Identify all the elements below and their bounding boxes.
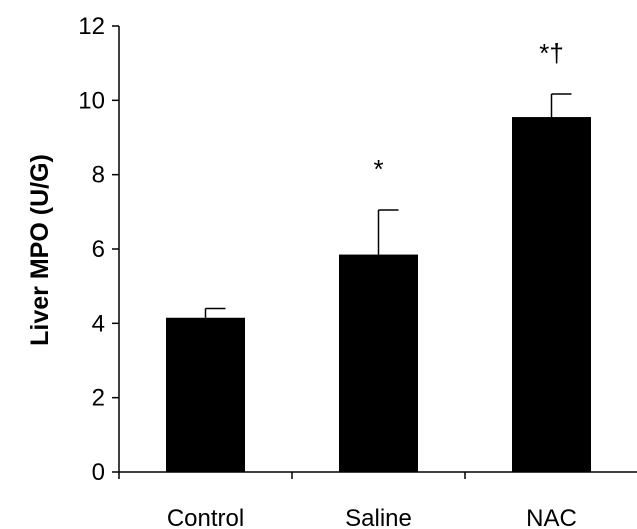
- significance-marker-nac: *†: [539, 38, 564, 68]
- y-tick-label: 8: [92, 162, 105, 189]
- significance-annotations: * *†: [373, 38, 563, 184]
- y-axis: 0 2 4 6 8 10 12: [78, 13, 120, 486]
- x-tick-label-nac: NAC: [526, 505, 577, 529]
- y-axis-title: Liver MPO (U/G): [26, 154, 54, 346]
- bar-nac: [512, 117, 591, 472]
- x-tick-label-control: Control: [167, 505, 244, 529]
- y-tick-label: 6: [92, 236, 105, 263]
- y-tick-label: 2: [92, 385, 105, 412]
- bar-group: [166, 117, 591, 472]
- x-tick-label-saline: Saline: [345, 505, 412, 529]
- y-tick-label: 12: [78, 13, 105, 40]
- y-tick-label: 4: [92, 310, 105, 337]
- error-bar-group: [204, 93, 572, 318]
- bar-control: [166, 317, 245, 472]
- bar-saline: [339, 254, 418, 472]
- y-tick-label: 0: [92, 459, 105, 486]
- x-axis: Control Saline NAC: [118, 471, 637, 529]
- significance-marker-saline: *: [373, 154, 383, 184]
- y-tick-label: 10: [78, 87, 105, 114]
